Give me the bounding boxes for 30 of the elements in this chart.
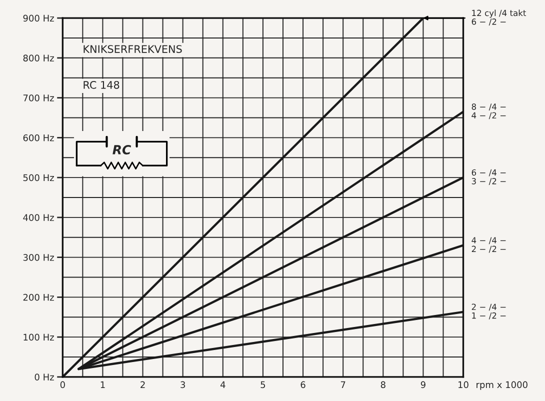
x-tick-label: 8 xyxy=(380,381,386,388)
x-tick-label: 9 xyxy=(420,381,426,388)
y-tick-label: 900 Hz xyxy=(23,14,54,22)
x-tick-label: 3 xyxy=(180,381,185,388)
y-tick-label: 400 Hz xyxy=(23,214,54,221)
x-tick-label: 10 xyxy=(458,381,468,388)
y-tick-label: 500 Hz xyxy=(23,174,54,182)
y-tick-label: 800 Hz xyxy=(23,54,54,62)
x-tick-label: 6 xyxy=(300,381,306,388)
y-tick-label: 100 Hz xyxy=(24,334,54,341)
y-tick-label: 700 Hz xyxy=(23,94,54,102)
text: KNIKSERFREKVENS xyxy=(84,45,182,53)
text: 4 − /4 − 2 − /2 − xyxy=(472,237,506,253)
text: RC 148 xyxy=(84,80,120,89)
x-tick-label: 4 xyxy=(220,381,226,388)
x-axis-title: rpm x 1000 xyxy=(476,381,528,390)
x-tick-label: 2 xyxy=(140,381,145,388)
annotation: 12 cyl /4 takt 6 − /2 − xyxy=(472,10,526,26)
annotation: RC xyxy=(112,145,132,154)
y-tick-label: 300 Hz xyxy=(23,254,54,261)
y-tick-label: 600 Hz xyxy=(23,134,54,142)
text: 2 − /4 − 1 − /2 − xyxy=(472,304,506,320)
x-tick-label: 0 xyxy=(60,381,65,388)
x-tick-label: 7 xyxy=(340,381,346,388)
text: 6 − /4 − 3 − /2 − xyxy=(472,169,506,185)
x-tick-label: 5 xyxy=(260,381,266,388)
y-tick-label: 0 Hz xyxy=(34,374,54,380)
text: 8 − /4 − 4 − /2 − xyxy=(472,104,506,120)
x-tick-label: 1 xyxy=(100,381,105,388)
y-tick-label: 200 Hz xyxy=(23,294,54,301)
